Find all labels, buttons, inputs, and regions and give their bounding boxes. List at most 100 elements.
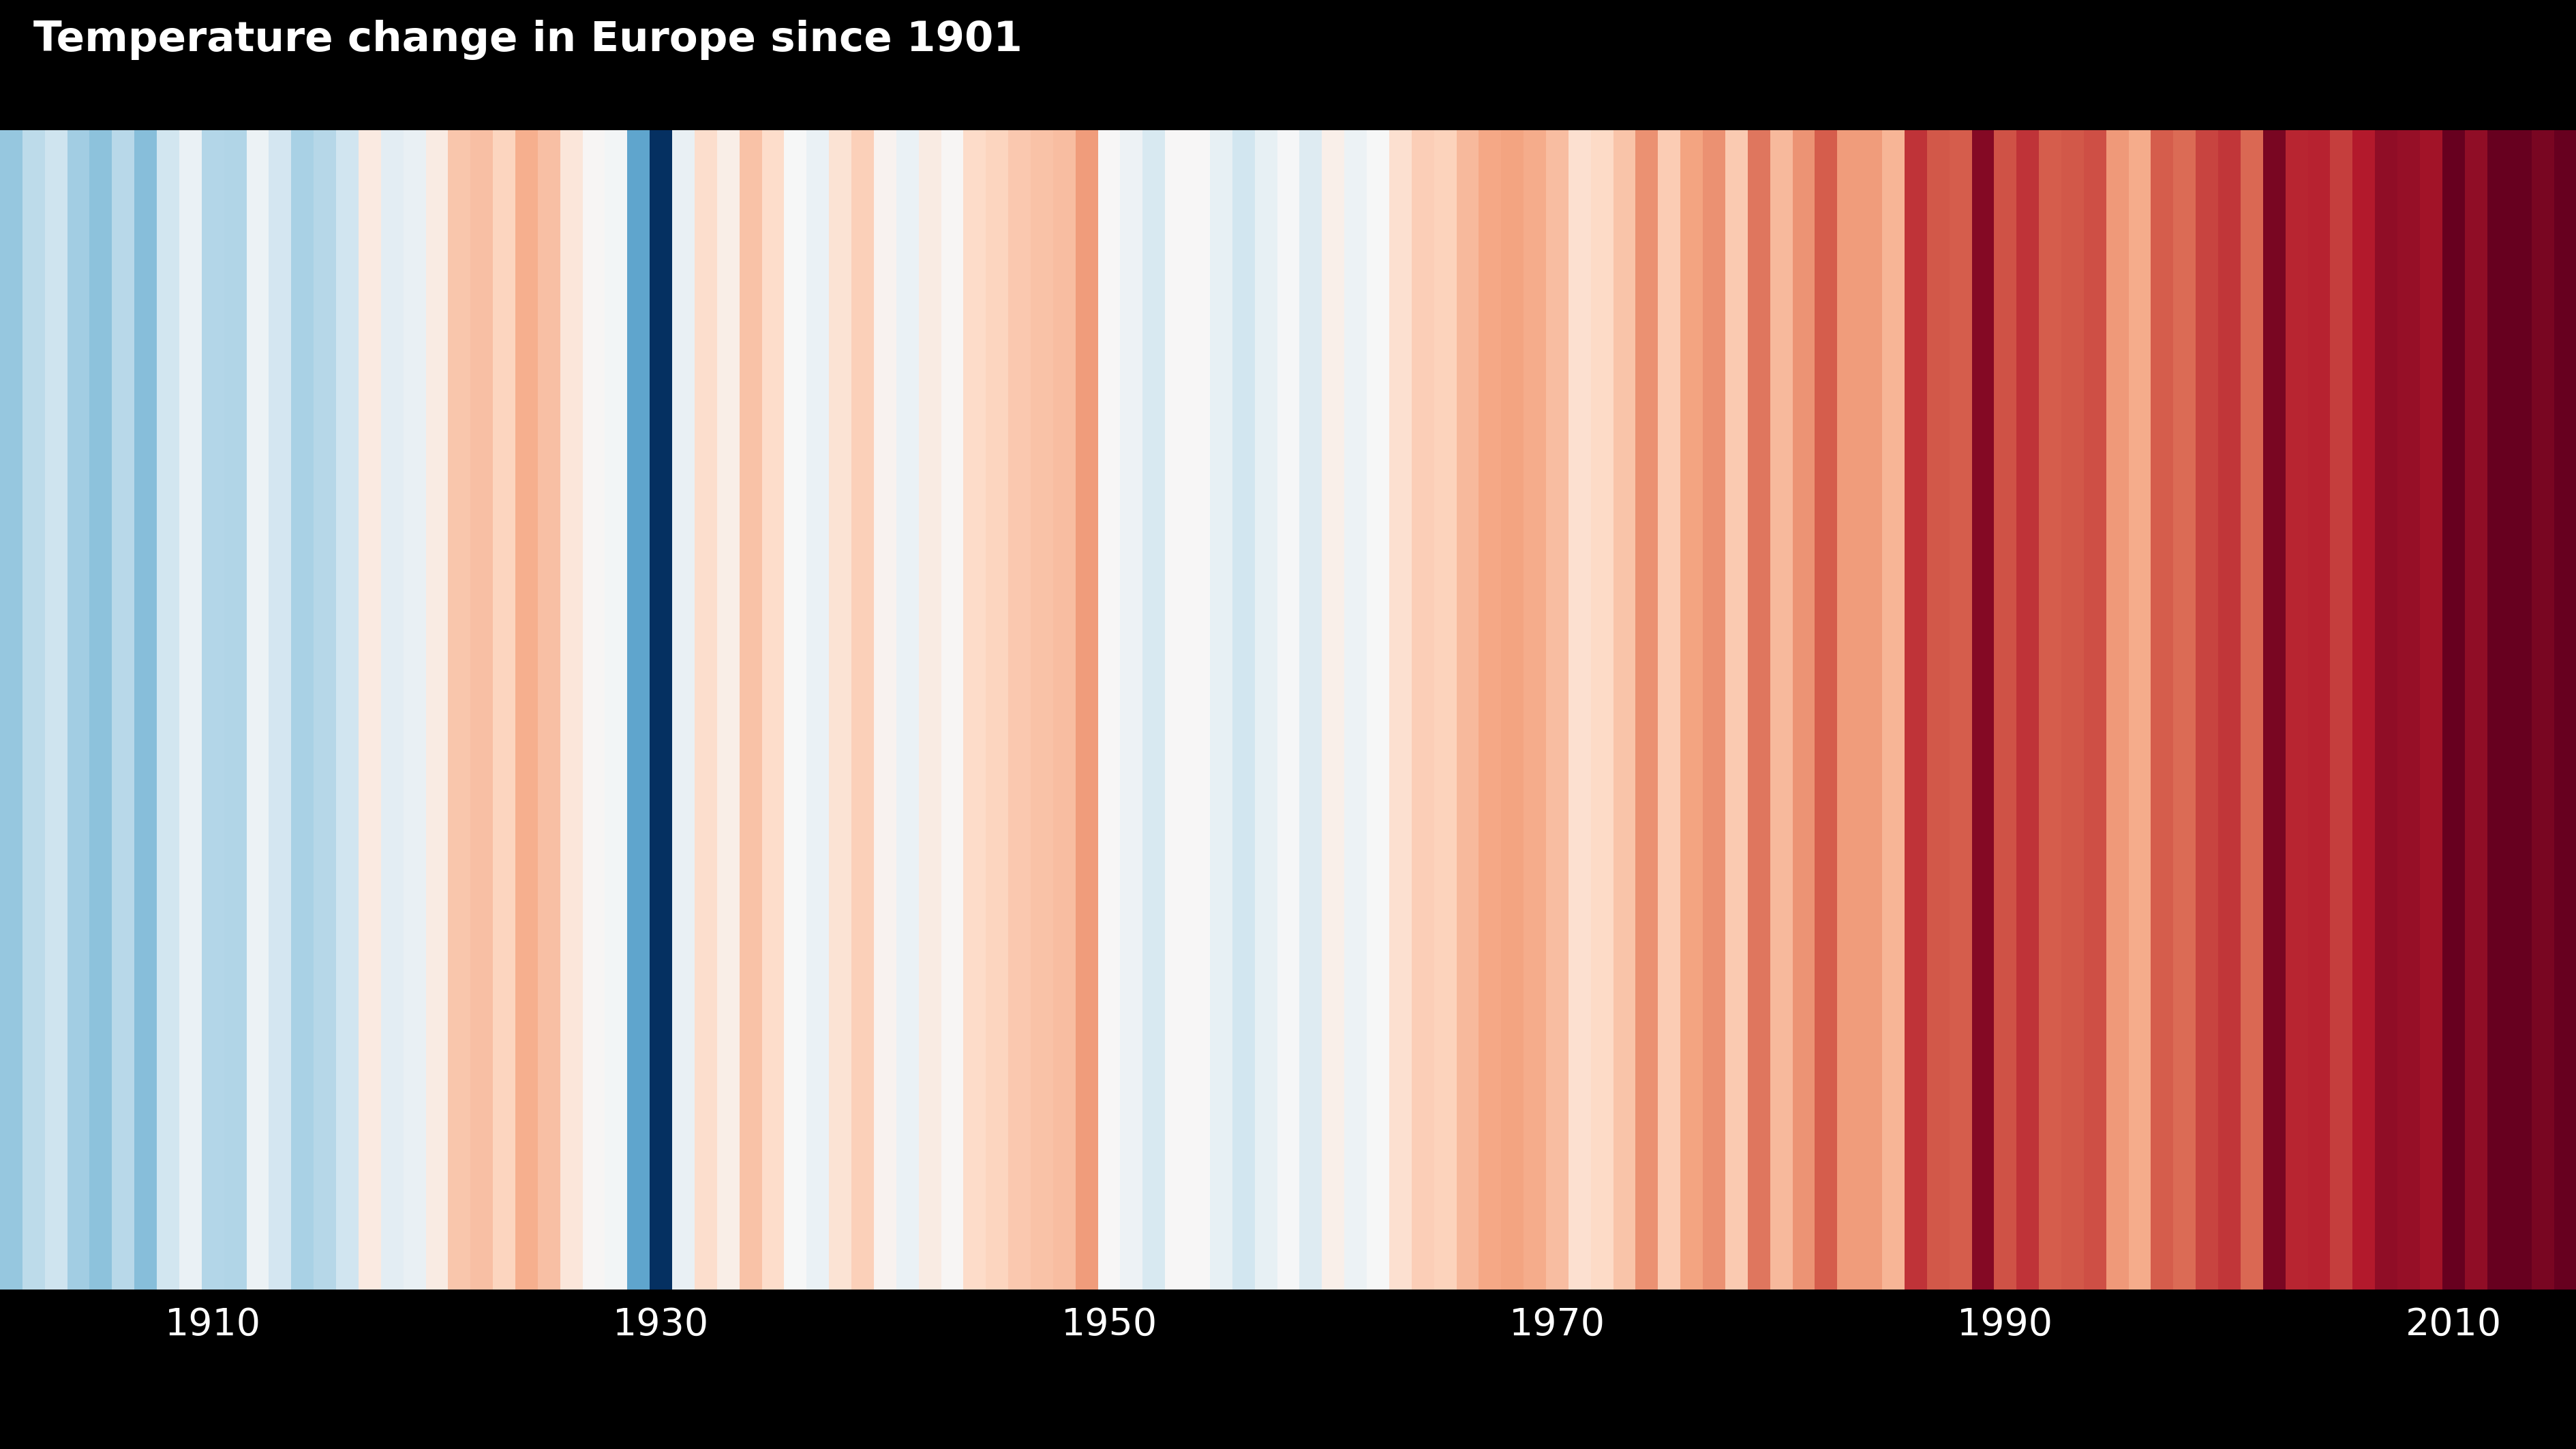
Bar: [896, 130, 920, 1290]
Bar: [2038, 130, 2061, 1290]
Bar: [111, 130, 134, 1290]
Bar: [2532, 130, 2553, 1290]
Bar: [2262, 130, 2285, 1290]
Bar: [2442, 130, 2465, 1290]
Bar: [2241, 130, 2262, 1290]
Bar: [180, 130, 201, 1290]
Bar: [987, 130, 1007, 1290]
Bar: [515, 130, 538, 1290]
Bar: [1278, 130, 1298, 1290]
Bar: [559, 130, 582, 1290]
Bar: [335, 130, 358, 1290]
Bar: [201, 130, 224, 1290]
Bar: [1770, 130, 1793, 1290]
Bar: [404, 130, 425, 1290]
Bar: [1007, 130, 1030, 1290]
Bar: [2128, 130, 2151, 1290]
Bar: [1455, 130, 1479, 1290]
Bar: [1412, 130, 1435, 1290]
Bar: [1904, 130, 1927, 1290]
Bar: [2061, 130, 2084, 1290]
Bar: [1365, 130, 1388, 1290]
Bar: [1345, 130, 1365, 1290]
Bar: [605, 130, 626, 1290]
Bar: [2509, 130, 2532, 1290]
Bar: [1502, 130, 1522, 1290]
Text: Temperature change in Europe since 1901: Temperature change in Europe since 1901: [33, 19, 1023, 59]
Bar: [850, 130, 873, 1290]
Bar: [1636, 130, 1656, 1290]
Bar: [224, 130, 247, 1290]
Bar: [67, 130, 90, 1290]
Bar: [2419, 130, 2442, 1290]
Bar: [829, 130, 850, 1290]
Bar: [672, 130, 696, 1290]
Bar: [940, 130, 963, 1290]
Bar: [1298, 130, 1321, 1290]
Bar: [1030, 130, 1054, 1290]
Bar: [157, 130, 180, 1290]
Bar: [649, 130, 672, 1290]
Bar: [626, 130, 649, 1290]
Bar: [582, 130, 605, 1290]
Bar: [1860, 130, 1880, 1290]
Bar: [492, 130, 515, 1290]
Bar: [2218, 130, 2241, 1290]
Bar: [1054, 130, 1074, 1290]
Bar: [2151, 130, 2172, 1290]
Bar: [806, 130, 829, 1290]
Bar: [2285, 130, 2308, 1290]
Bar: [2396, 130, 2419, 1290]
Bar: [90, 130, 111, 1290]
Bar: [2486, 130, 2509, 1290]
Bar: [1074, 130, 1097, 1290]
Bar: [2553, 130, 2576, 1290]
Bar: [23, 130, 44, 1290]
Bar: [247, 130, 268, 1290]
Bar: [716, 130, 739, 1290]
Bar: [1546, 130, 1569, 1290]
Bar: [963, 130, 987, 1290]
Bar: [2084, 130, 2105, 1290]
Bar: [448, 130, 471, 1290]
Bar: [1994, 130, 2017, 1290]
Bar: [1680, 130, 1703, 1290]
Bar: [1814, 130, 1837, 1290]
Bar: [1613, 130, 1636, 1290]
Bar: [0, 130, 23, 1290]
Bar: [783, 130, 806, 1290]
Bar: [1726, 130, 1747, 1290]
Bar: [2375, 130, 2396, 1290]
Bar: [134, 130, 157, 1290]
Bar: [291, 130, 314, 1290]
Bar: [1164, 130, 1188, 1290]
Bar: [1435, 130, 1455, 1290]
Bar: [358, 130, 381, 1290]
Bar: [538, 130, 559, 1290]
Bar: [1211, 130, 1231, 1290]
Bar: [1747, 130, 1770, 1290]
Bar: [2105, 130, 2128, 1290]
Bar: [2329, 130, 2352, 1290]
Bar: [1880, 130, 1904, 1290]
Bar: [1255, 130, 1278, 1290]
Bar: [696, 130, 716, 1290]
Bar: [2308, 130, 2329, 1290]
Bar: [1479, 130, 1502, 1290]
Bar: [762, 130, 783, 1290]
Bar: [1837, 130, 1860, 1290]
Bar: [1927, 130, 1950, 1290]
Bar: [920, 130, 940, 1290]
Bar: [314, 130, 335, 1290]
Bar: [1589, 130, 1613, 1290]
Bar: [1703, 130, 1726, 1290]
Bar: [268, 130, 291, 1290]
Bar: [2195, 130, 2218, 1290]
Bar: [1793, 130, 1814, 1290]
Bar: [1950, 130, 1971, 1290]
Bar: [471, 130, 492, 1290]
Bar: [44, 130, 67, 1290]
Bar: [1121, 130, 1141, 1290]
Bar: [1231, 130, 1255, 1290]
Bar: [1388, 130, 1412, 1290]
